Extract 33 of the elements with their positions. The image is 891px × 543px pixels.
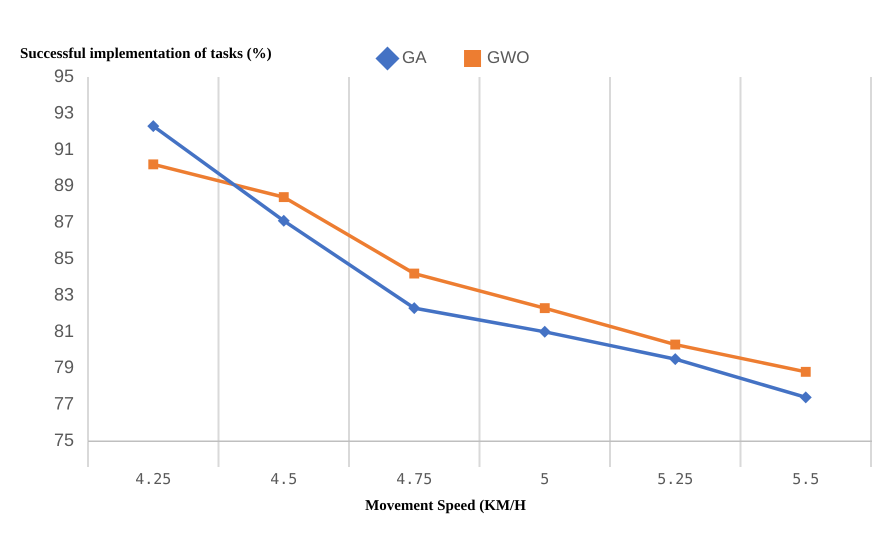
x-tick-label: 4.75 (396, 470, 432, 488)
x-tick-label: 4.5 (270, 470, 298, 488)
y-tick-label: 85 (54, 248, 74, 268)
x-tick-label: 5.25 (657, 470, 694, 488)
point (278, 214, 290, 227)
point (800, 366, 811, 377)
point (278, 192, 289, 202)
y-axis-title: Successful implementation of tasks (%) (20, 46, 272, 63)
x-tick-label: 5.5 (792, 470, 820, 488)
point (409, 268, 420, 279)
y-tick-label: 87 (54, 212, 74, 232)
y-tick-label: 93 (54, 102, 74, 122)
x-axis-title: Movement Speed (KM/H (364, 498, 527, 515)
point (148, 159, 158, 170)
y-tick-label: 95 (54, 66, 74, 86)
point (147, 120, 160, 132)
y-tick-label: 79 (54, 357, 74, 378)
y-tick-label: 83 (54, 284, 74, 304)
y-tick-label: 91 (54, 138, 74, 159)
y-tick-label: 75 (54, 430, 74, 450)
legend-label: GA (402, 48, 428, 68)
x-tick-label: 4.25 (135, 470, 172, 488)
point (408, 302, 420, 314)
legend-label: GWO (487, 48, 530, 68)
point (670, 340, 680, 350)
y-tick-label: 81 (54, 320, 74, 341)
x-tick-label: 5 (540, 470, 550, 488)
y-tick-label: 89 (54, 175, 74, 196)
point (800, 391, 812, 404)
y-tick-label: 77 (54, 394, 74, 414)
point (540, 303, 550, 314)
point (669, 353, 682, 366)
point (538, 326, 551, 338)
